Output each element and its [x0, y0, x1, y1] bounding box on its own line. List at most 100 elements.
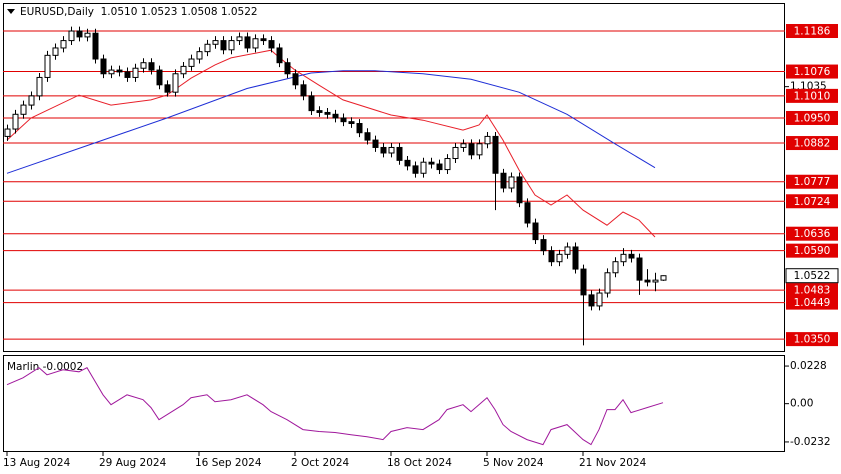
last-price-box — [785, 268, 839, 284]
candle-body — [548, 250, 555, 263]
y-tick-label: 0.00 — [790, 398, 813, 410]
candle-body — [132, 67, 139, 78]
level-label-box — [786, 194, 838, 209]
candle-body — [364, 132, 371, 141]
candle-body — [396, 146, 403, 161]
level-label-box — [786, 332, 838, 347]
candle-body — [556, 253, 563, 263]
candle-body — [228, 40, 235, 51]
level-label: 1.1186 — [794, 26, 831, 38]
candle-body — [596, 292, 603, 307]
candle-body — [180, 65, 187, 75]
candle-body — [492, 135, 499, 174]
candle-body — [124, 71, 131, 78]
level-label-box — [786, 226, 838, 241]
y-tick-label: 0.0228 — [790, 360, 827, 372]
candle-body — [204, 43, 211, 53]
level-label: 1.1010 — [794, 90, 831, 102]
x-tick-label: 13 Aug 2024 — [3, 457, 71, 469]
candle-body — [620, 253, 627, 263]
level-label-box — [786, 136, 838, 151]
level-label: 1.0350 — [794, 334, 831, 346]
x-tick-label: 18 Oct 2024 — [387, 457, 452, 469]
x-tick-label: 2 Oct 2024 — [291, 457, 350, 469]
candle-body — [444, 158, 451, 171]
candle-body — [588, 294, 595, 307]
candle-body — [324, 111, 331, 115]
candle-body — [516, 176, 523, 204]
candle-body — [636, 257, 643, 281]
candle-body — [108, 69, 115, 75]
candle-body — [60, 40, 67, 49]
level-label: 1.0777 — [794, 176, 831, 188]
candle-body — [412, 165, 419, 174]
y-tick-label: -0.0232 — [790, 436, 831, 448]
candle-body — [172, 73, 179, 93]
candle-body — [612, 261, 619, 274]
level-label: 1.0950 — [794, 112, 831, 124]
candle-body — [116, 69, 123, 73]
candle-body — [148, 62, 155, 71]
candle-body — [212, 40, 219, 45]
candle-body — [236, 36, 243, 42]
level-label-box — [786, 295, 838, 310]
candle-body — [92, 32, 99, 60]
candle-body — [300, 84, 307, 97]
candle-body — [452, 146, 459, 160]
candle-body — [332, 113, 339, 119]
level-label: 1.1076 — [794, 66, 831, 78]
candle-body — [156, 69, 163, 86]
candle-body — [524, 202, 531, 224]
candle-body — [532, 222, 539, 241]
level-label: 1.0882 — [794, 138, 831, 150]
candle-body — [196, 51, 203, 60]
candle-body — [604, 272, 611, 294]
level-label: 1.0590 — [794, 245, 831, 257]
candle-body — [404, 159, 411, 167]
candle-body — [468, 143, 475, 156]
candle-body — [356, 123, 363, 134]
candle-body — [308, 95, 315, 112]
candle-body — [644, 279, 651, 283]
candle-body — [68, 30, 75, 42]
candle-body — [380, 146, 387, 154]
candle-body — [580, 268, 587, 296]
level-label: 1.0449 — [794, 297, 831, 309]
candle-body — [244, 36, 251, 49]
candle-body — [660, 275, 667, 281]
menu-triangle[interactable] — [7, 9, 15, 14]
candle-body — [284, 62, 291, 75]
candle-body — [76, 30, 83, 38]
candle-body — [372, 139, 379, 148]
level-label-box — [786, 243, 838, 258]
price-panel — [3, 3, 785, 352]
moving-average — [6, 49, 656, 238]
x-tick-label: 16 Sep 2024 — [195, 457, 262, 469]
candle-body — [420, 161, 427, 174]
candle-body — [260, 38, 267, 42]
candle-body — [100, 58, 107, 75]
level-label: 1.0724 — [794, 196, 831, 208]
candle-body — [276, 47, 283, 64]
candle-body — [508, 176, 515, 189]
candle-body — [44, 54, 51, 78]
candle-body — [316, 110, 323, 113]
level-label: 1.0636 — [794, 228, 831, 240]
candle-body — [52, 47, 59, 56]
candle-body — [36, 76, 43, 97]
oscillator-panel — [3, 355, 785, 452]
candle-body — [436, 163, 443, 171]
candle-body — [572, 246, 579, 270]
level-label-box — [786, 283, 838, 298]
last-price-label: 1.0522 — [794, 270, 831, 282]
level-label: 1.0483 — [794, 285, 831, 297]
x-tick-label: 5 Nov 2024 — [483, 457, 544, 469]
candle-body — [28, 95, 35, 106]
candle-body — [188, 58, 195, 67]
candle-body — [500, 172, 507, 189]
moving-average — [6, 70, 656, 174]
x-tick-label: 21 Nov 2024 — [579, 457, 647, 469]
candle-body — [84, 32, 91, 38]
chart-title: EURUSD,Daily 1.0510 1.0523 1.0508 1.0522 — [20, 6, 258, 18]
